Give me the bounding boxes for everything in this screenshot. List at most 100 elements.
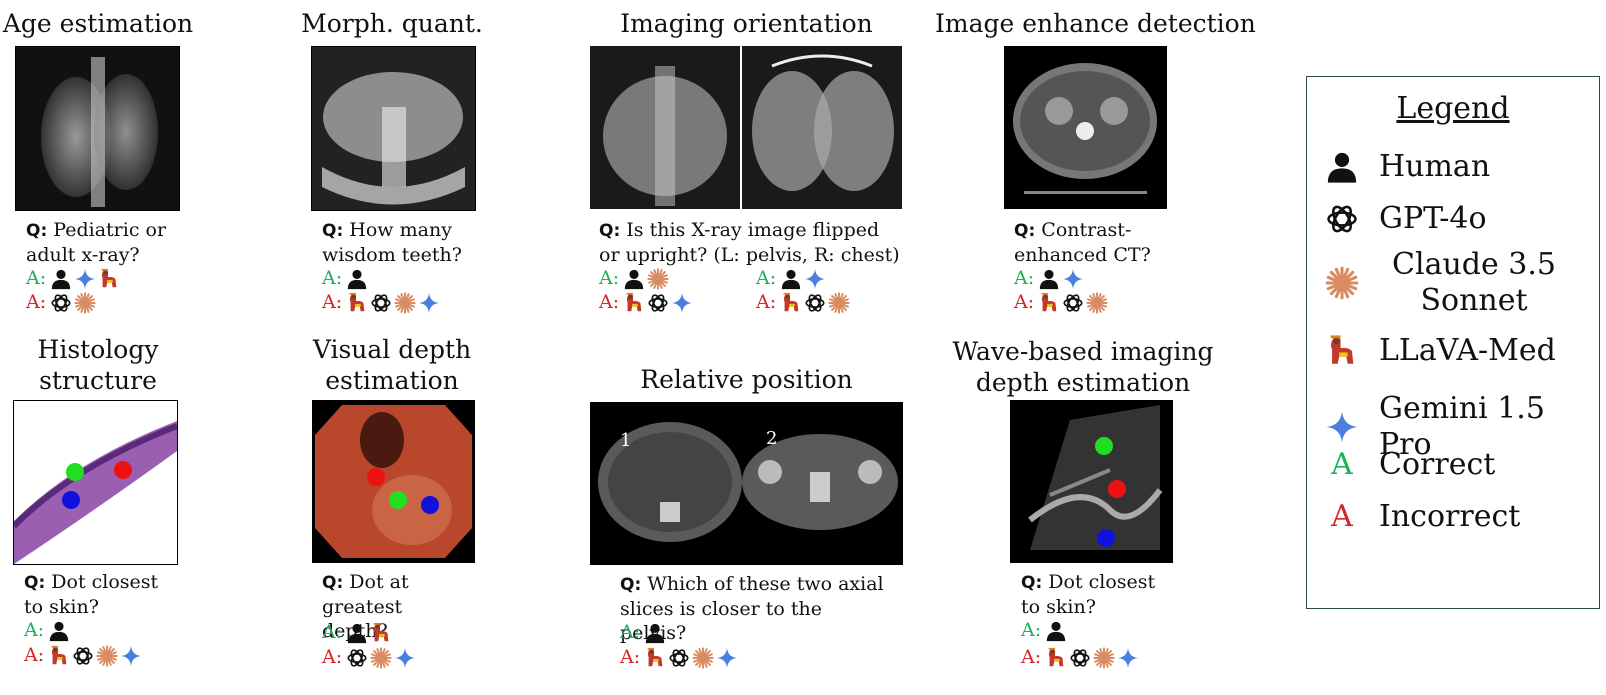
claude-icon xyxy=(1325,266,1359,300)
answer-correct-row: A: xyxy=(26,266,122,290)
panel-title-imaging-orientation: Imaging orientation xyxy=(620,9,873,38)
answer-incorrect-row: A: xyxy=(26,290,98,314)
answer-correct-row: A: xyxy=(1021,618,1069,642)
gpt-icon xyxy=(346,647,368,669)
llava-icon xyxy=(623,292,645,314)
question-text: Q: Contrast-enhanced CT? xyxy=(1014,219,1151,266)
claude-icon xyxy=(828,292,850,314)
human-icon xyxy=(48,620,70,642)
green-dot xyxy=(66,463,84,481)
legend-item-llava: LLaVA-Med xyxy=(1325,333,1556,369)
gemini-icon xyxy=(804,268,826,290)
gpt-icon xyxy=(370,292,392,314)
gpt-icon xyxy=(668,647,690,669)
claude-icon xyxy=(74,292,96,314)
gemini-icon xyxy=(716,647,738,669)
gpt-icon xyxy=(647,292,669,314)
question-text: Q: Dot at greatest depth? xyxy=(322,571,409,642)
human-icon xyxy=(1038,268,1060,290)
green-dot xyxy=(1095,437,1113,455)
answer-incorrect-row-right: A: xyxy=(756,290,852,314)
human-icon xyxy=(780,268,802,290)
llava-icon xyxy=(346,292,368,314)
question-text: Q: Which of these two axial slices is cl… xyxy=(620,573,884,644)
answer-incorrect-row: A: xyxy=(1021,645,1141,669)
legend-item-human: Human xyxy=(1325,149,1490,185)
claude-icon xyxy=(370,647,392,669)
gemini-icon xyxy=(671,292,693,314)
gemini-icon xyxy=(1062,268,1084,290)
answer-incorrect-row: A: xyxy=(620,645,740,669)
red-dot xyxy=(114,461,132,479)
answer-correct-row-left: A: xyxy=(599,266,671,290)
axial-ct-slices-image: 1 2 xyxy=(590,402,903,565)
gemini-icon xyxy=(74,268,96,290)
llava-icon xyxy=(780,292,802,314)
answer-incorrect-row: A: xyxy=(322,645,418,669)
claude-icon xyxy=(96,645,118,667)
endoscopy-image xyxy=(312,400,475,563)
llava-icon xyxy=(370,622,392,644)
answer-correct-row: A: xyxy=(322,266,370,290)
human-icon xyxy=(346,622,368,644)
question-text: Q: Dot closest to skin? xyxy=(24,571,159,618)
question-text: Q: Is this X-ray image flipped or uprigh… xyxy=(599,219,900,266)
claude-icon xyxy=(1093,647,1115,669)
llava-icon xyxy=(1038,292,1060,314)
red-dot xyxy=(1108,480,1126,498)
llava-icon xyxy=(1045,647,1067,669)
legend-item-gpt: GPT-4o xyxy=(1325,201,1487,237)
panel-title-relative-position: Relative position xyxy=(640,365,853,394)
human-icon xyxy=(1045,620,1067,642)
panel-title-visual-depth-estimation: Visual depth estimation xyxy=(312,335,472,395)
panel-title-wave-based-imaging-depth-estimation: Wave-based imaging depth estimation xyxy=(952,337,1214,397)
gpt-icon xyxy=(1062,292,1084,314)
gemini-icon xyxy=(418,292,440,314)
gpt-icon xyxy=(72,645,94,667)
claude-icon xyxy=(647,268,669,290)
legend-item-gemini: Gemini 1.5 Pro xyxy=(1325,391,1599,463)
llava-icon xyxy=(98,268,120,290)
blue-dot xyxy=(421,496,439,514)
legend-title: Legend xyxy=(1396,91,1510,126)
legend-box: Legend Human GPT-4o Claude 3.5 Sonnet LL… xyxy=(1306,76,1600,609)
answer-correct-row: A: xyxy=(24,618,72,642)
llava-icon xyxy=(48,645,70,667)
red-dot xyxy=(367,468,385,486)
chest-xray-flipped-image xyxy=(742,46,902,209)
claude-icon xyxy=(394,292,416,314)
gemini-icon xyxy=(1117,647,1139,669)
histology-image xyxy=(13,400,178,565)
answer-incorrect-row-left: A: xyxy=(599,290,695,314)
question-text: Q: How many wisdom teeth? xyxy=(322,219,462,266)
slice-label-1: 1 xyxy=(620,430,631,451)
pelvis-xray-image xyxy=(590,46,740,209)
gpt-icon xyxy=(1325,202,1359,236)
dental-xray-image xyxy=(311,46,476,211)
human-icon xyxy=(1325,150,1359,184)
gemini-icon xyxy=(120,645,142,667)
answer-incorrect-row: A: xyxy=(24,643,144,667)
green-dot xyxy=(389,491,407,509)
panel-title-histology-structure: Histology structure xyxy=(37,335,159,395)
human-icon xyxy=(644,622,666,644)
gemini-icon xyxy=(1325,410,1359,444)
human-icon xyxy=(346,268,368,290)
gpt-icon xyxy=(1069,647,1091,669)
chest-xray-image xyxy=(15,46,180,211)
panel-title-morph-quant: Morph. quant. xyxy=(301,9,483,38)
answer-correct-row: A: xyxy=(322,620,394,644)
panel-title-image-enhance-detection: Image enhance detection xyxy=(935,9,1256,38)
llava-icon xyxy=(644,647,666,669)
answer-incorrect-row: A: xyxy=(1014,290,1110,314)
abdominal-ct-image xyxy=(1004,46,1167,209)
gemini-icon xyxy=(394,647,416,669)
legend-item-correct: A Correct xyxy=(1331,447,1496,482)
answer-correct-row-right: A: xyxy=(756,266,828,290)
claude-icon xyxy=(692,647,714,669)
question-text: Q: Dot closest to skin? xyxy=(1021,571,1156,618)
blue-dot xyxy=(62,491,80,509)
legend-item-claude: Claude 3.5 Sonnet xyxy=(1325,247,1569,319)
legend-item-incorrect: A Incorrect xyxy=(1331,499,1521,534)
question-text: Q: Pediatric or adult x-ray? xyxy=(26,219,167,266)
